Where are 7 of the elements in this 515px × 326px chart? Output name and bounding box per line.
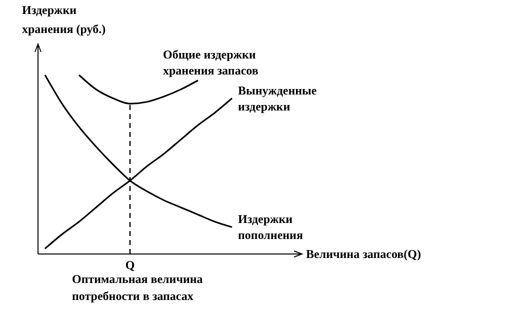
- y-axis-title: Издержки хранения (руб.): [22, 3, 106, 36]
- text: Величина запасов(Q): [306, 247, 421, 261]
- series-label: Издержки пополнения: [238, 212, 304, 242]
- series-label: Общие издержки хранения запасов: [163, 47, 259, 78]
- text: Оптимальная величина потребности в запасах: [72, 272, 203, 303]
- text: Q: [125, 258, 135, 272]
- series-label: Вынужденные издержки: [238, 83, 318, 114]
